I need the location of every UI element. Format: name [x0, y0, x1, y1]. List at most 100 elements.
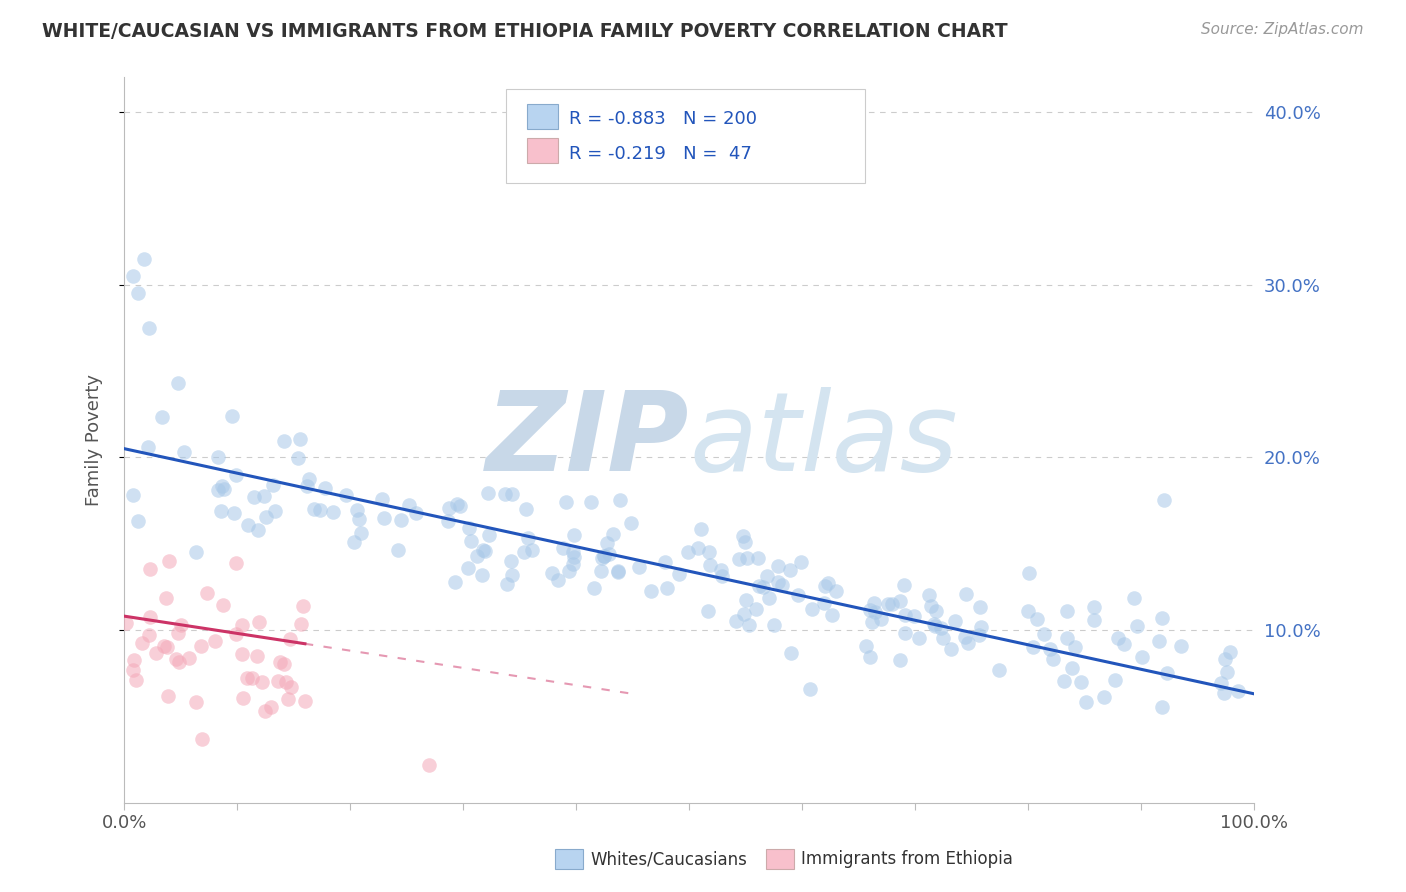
Point — [274, 675, 297, 690]
Point — [127, 286, 149, 301]
Point — [922, 617, 945, 632]
Point — [710, 563, 733, 577]
Point — [1070, 674, 1092, 689]
Text: Whites/Caucasians: Whites/Caucasians — [591, 850, 748, 868]
Point — [449, 500, 471, 514]
Point — [955, 587, 977, 601]
Point — [970, 620, 993, 634]
Point — [273, 434, 295, 448]
Point — [231, 647, 253, 661]
Point — [211, 479, 233, 493]
Point — [957, 636, 980, 650]
Point — [273, 657, 295, 671]
Point — [343, 535, 366, 549]
Point — [398, 498, 420, 512]
Point — [738, 617, 761, 632]
Point — [195, 585, 218, 599]
Point — [686, 541, 709, 556]
Point — [589, 564, 612, 578]
Point — [562, 550, 585, 565]
Point — [825, 584, 848, 599]
Point — [557, 564, 579, 578]
Point — [955, 631, 977, 645]
Point — [1122, 591, 1144, 605]
Point — [477, 486, 499, 500]
Point — [260, 700, 283, 714]
Point — [138, 628, 160, 642]
Point — [821, 607, 844, 622]
Point — [186, 545, 208, 559]
Point — [855, 639, 877, 653]
Point — [735, 551, 758, 566]
Point — [207, 450, 229, 464]
Point — [515, 501, 537, 516]
Point — [859, 649, 882, 664]
Point — [474, 543, 496, 558]
Point — [373, 510, 395, 524]
Point — [799, 682, 821, 697]
Point — [389, 513, 412, 527]
Point — [501, 568, 523, 582]
Point — [758, 591, 780, 605]
Point — [460, 533, 482, 548]
Point — [593, 549, 616, 563]
Point — [668, 566, 690, 581]
Point — [877, 597, 900, 611]
Point — [501, 486, 523, 500]
Point — [1219, 645, 1241, 659]
Point — [247, 615, 270, 629]
Point — [309, 502, 332, 516]
Point — [287, 451, 309, 466]
Point — [207, 483, 229, 498]
Point — [988, 663, 1011, 677]
Point — [322, 505, 344, 519]
Point — [733, 607, 755, 621]
Point — [177, 651, 200, 665]
Point — [458, 520, 481, 534]
Point — [269, 656, 291, 670]
Point — [894, 607, 917, 622]
Point — [471, 568, 494, 582]
Point — [253, 704, 276, 718]
Point — [1149, 634, 1171, 648]
Point — [752, 580, 775, 594]
Point — [627, 560, 650, 574]
Point — [465, 549, 488, 564]
Point — [264, 503, 287, 517]
Point — [728, 551, 751, 566]
Point — [1170, 639, 1192, 653]
Point — [1018, 566, 1040, 580]
Point — [969, 599, 991, 614]
Point — [501, 554, 523, 568]
Point — [863, 605, 886, 619]
Point — [1211, 675, 1233, 690]
Point — [1064, 640, 1087, 654]
Point — [314, 481, 336, 495]
Point — [561, 557, 583, 571]
Point — [122, 652, 145, 666]
Point — [139, 609, 162, 624]
Point — [222, 506, 245, 520]
Point — [387, 543, 409, 558]
Point — [1215, 665, 1237, 679]
Text: R = -0.883   N = 200: R = -0.883 N = 200 — [569, 110, 758, 128]
Point — [932, 631, 955, 645]
Point — [186, 694, 208, 708]
Point — [242, 490, 264, 504]
Point — [924, 619, 946, 633]
Point — [437, 500, 460, 515]
Point — [929, 621, 952, 635]
Point — [581, 495, 603, 509]
Point — [1033, 627, 1056, 641]
Point — [1126, 619, 1149, 633]
Point — [678, 545, 700, 559]
Point — [967, 628, 990, 642]
Point — [236, 671, 259, 685]
Point — [862, 596, 884, 610]
Point — [770, 578, 793, 592]
Point — [1226, 684, 1249, 698]
Point — [165, 652, 187, 666]
Point — [893, 578, 915, 592]
Point — [1038, 642, 1060, 657]
Point — [138, 320, 160, 334]
